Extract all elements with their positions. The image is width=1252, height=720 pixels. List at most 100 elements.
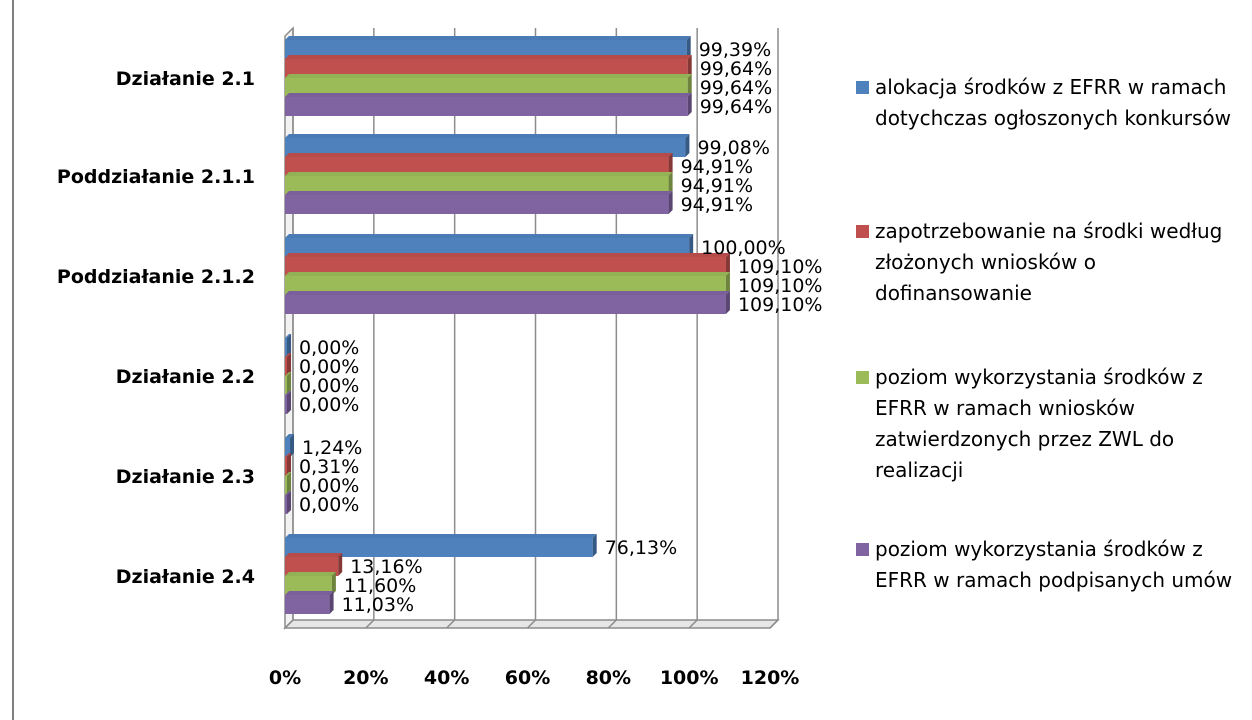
bar-top <box>285 36 691 40</box>
bar-top <box>285 334 291 338</box>
x-tick-label: 40% <box>424 667 469 689</box>
bar <box>285 195 669 214</box>
value-labels: 99,39%99,64%99,64%99,64%99,08%94,91%94,9… <box>299 39 822 616</box>
value-label: 100,00% <box>701 237 786 259</box>
bar <box>285 238 690 257</box>
value-label: 94,91% <box>681 194 753 216</box>
bar-side <box>725 253 730 276</box>
bar-side <box>668 191 673 214</box>
bar-side <box>725 291 730 314</box>
x-tick-label: 60% <box>505 667 550 689</box>
value-label: 99,64% <box>700 58 772 80</box>
value-label: 11,60% <box>344 575 416 597</box>
bar-top <box>285 191 673 195</box>
legend-swatch <box>856 543 869 556</box>
grid-floor-line <box>688 619 698 629</box>
bar <box>285 495 287 514</box>
value-label: 1,24% <box>302 437 362 459</box>
bar-side <box>338 553 343 576</box>
bar-top <box>285 74 692 78</box>
bar-side <box>687 74 692 97</box>
value-label: 76,13% <box>605 537 677 559</box>
bar-top <box>285 534 597 538</box>
bars <box>285 36 730 614</box>
bar-side <box>287 353 291 376</box>
bar-top <box>285 434 295 438</box>
x-tick-label: 80% <box>586 667 631 689</box>
grid-floor-line <box>446 619 456 629</box>
bar-side <box>287 391 291 414</box>
bar-top <box>285 55 692 59</box>
legend-item: poziom wykorzystania środków z EFRR w ra… <box>856 362 1246 486</box>
value-label: 0,00% <box>299 337 359 359</box>
bar <box>285 457 287 476</box>
bar-top <box>285 93 692 97</box>
bar-side <box>287 491 291 514</box>
bar <box>285 338 287 357</box>
bar-top <box>285 591 334 595</box>
bar <box>285 376 287 395</box>
legend-item: poziom wykorzystania środków z EFRR w ra… <box>856 534 1246 596</box>
bar-side <box>287 372 291 395</box>
value-label: 13,16% <box>350 556 422 578</box>
legend-swatch <box>856 371 869 384</box>
bar-side <box>668 153 673 176</box>
legend-label: poziom wykorzystania środków z EFRR w ra… <box>875 365 1203 482</box>
bar-side <box>687 93 692 116</box>
value-label: 109,10% <box>738 294 823 316</box>
category-labels: Działanie 2.1 Poddziałanie 2.1.1 Poddziała… <box>57 68 255 588</box>
bar <box>285 59 688 78</box>
value-label: 109,10% <box>738 275 823 297</box>
bar-top <box>285 491 291 495</box>
value-label: 11,03% <box>342 594 414 616</box>
bar <box>285 576 332 595</box>
value-label: 0,00% <box>299 494 359 516</box>
value-label: 94,91% <box>681 156 753 178</box>
frame-left-border <box>12 0 14 720</box>
bar-side <box>329 591 334 614</box>
bar-side <box>725 272 730 295</box>
value-label: 0,00% <box>299 375 359 397</box>
bar <box>285 595 330 614</box>
bar-top <box>285 572 336 576</box>
value-label: 0,31% <box>299 456 359 478</box>
bar-side <box>331 572 336 595</box>
bar-top <box>285 372 291 376</box>
bar-side <box>290 434 295 457</box>
bar <box>285 276 726 295</box>
grid-floor-line <box>769 619 779 629</box>
category-label: Działanie 2.2 <box>116 366 255 388</box>
bar-side <box>287 334 291 357</box>
grid-floor-line <box>365 619 375 629</box>
bar-top <box>285 453 291 457</box>
bar-side <box>287 453 291 476</box>
bar <box>285 476 287 495</box>
value-label: 94,91% <box>681 175 753 197</box>
value-label: 0,00% <box>299 394 359 416</box>
bar-top <box>285 291 730 295</box>
bar <box>285 157 669 176</box>
bar-top <box>285 353 291 357</box>
bar-side <box>592 534 597 557</box>
x-tick-label: 100% <box>660 667 719 689</box>
value-label: 99,08% <box>697 137 769 159</box>
x-axis-ticks: 0% 20% 40% 60% 80% 100% 120% <box>269 667 799 689</box>
bar-top <box>285 553 343 557</box>
legend-label: poziom wykorzystania środków z EFRR w ra… <box>875 537 1233 592</box>
legend-swatch <box>856 81 869 94</box>
bar <box>285 538 593 557</box>
bar <box>285 557 339 576</box>
bar-top <box>285 472 291 476</box>
bar <box>285 97 688 116</box>
bar-side <box>689 234 694 257</box>
value-label: 99,64% <box>700 96 772 118</box>
legend-swatch <box>856 225 869 238</box>
bar <box>285 40 687 59</box>
value-label: 99,39% <box>699 39 771 61</box>
x-tick-label: 0% <box>269 667 301 689</box>
value-label: 0,00% <box>299 356 359 378</box>
bar <box>285 357 287 376</box>
legend-label: alokacja środków z EFRR w ramach dotychc… <box>875 75 1232 130</box>
value-label: 0,00% <box>299 475 359 497</box>
bar <box>285 395 287 414</box>
